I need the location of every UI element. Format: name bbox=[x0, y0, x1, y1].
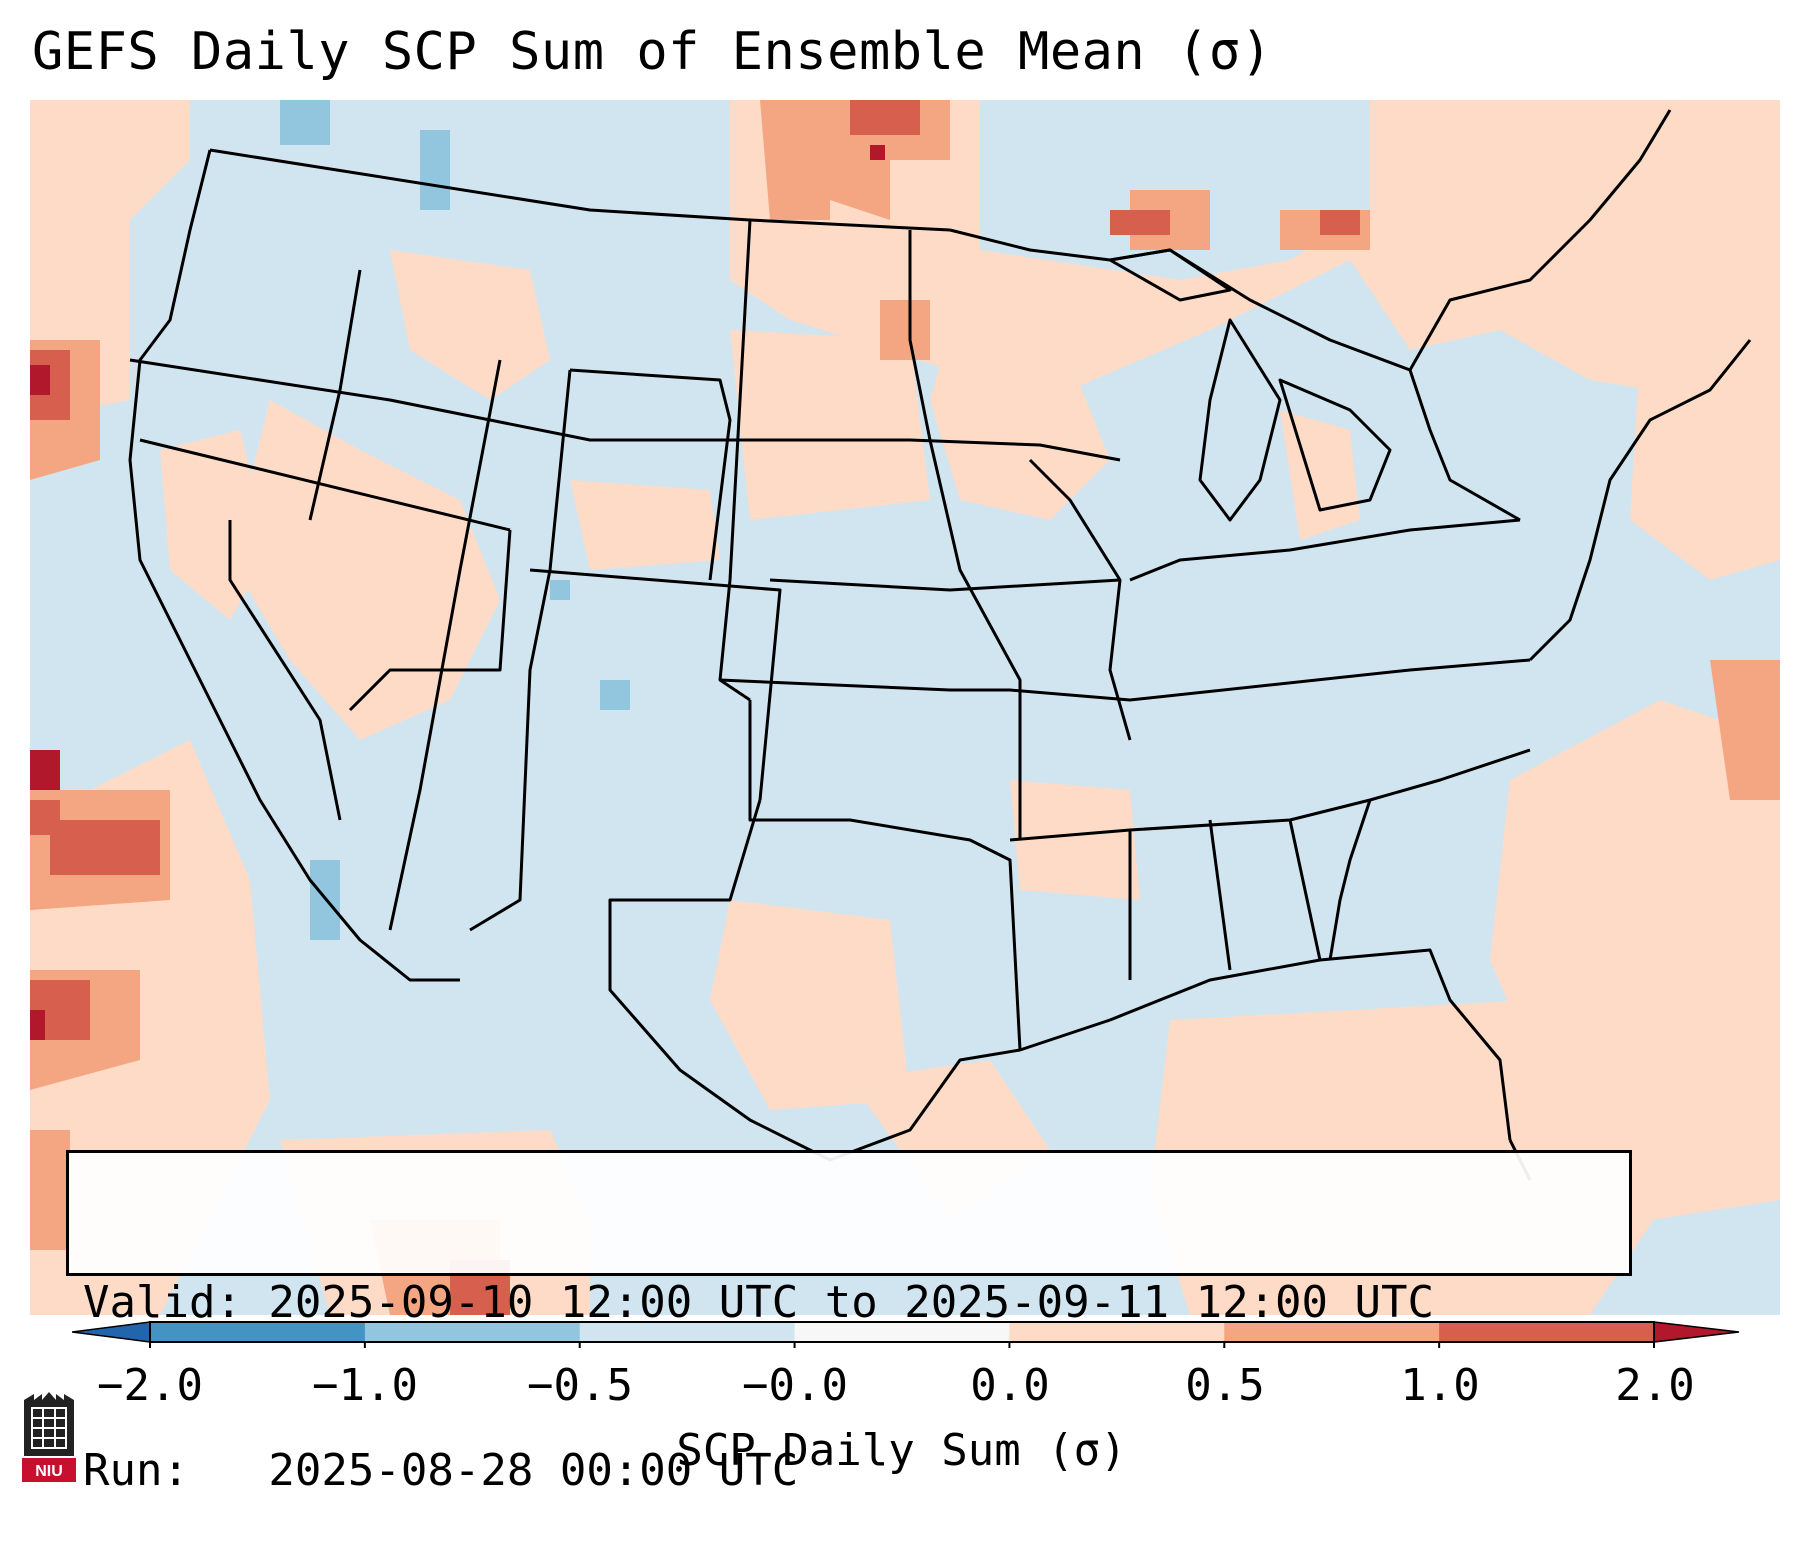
max-cell bbox=[1320, 210, 1360, 235]
canada-border-east bbox=[949, 109, 1672, 372]
georgia-border bbox=[1328, 799, 1372, 961]
southern-tier-line bbox=[1009, 748, 1531, 842]
max-cell bbox=[850, 100, 920, 135]
atlantic-coast bbox=[1528, 339, 1752, 662]
colorbar-bin bbox=[1439, 1322, 1655, 1342]
pacific-coastline bbox=[128, 149, 460, 982]
dakotas-anomaly-area bbox=[730, 330, 930, 520]
valid-line: Valid: 2025-09-10 12:00 UTC to 2025-09-1… bbox=[83, 1277, 1435, 1328]
northern-tier-border bbox=[129, 358, 1121, 462]
colorbar-bin bbox=[794, 1322, 1010, 1342]
colorbar-tick-label: 2.0 bbox=[1615, 1360, 1695, 1411]
oklahoma-texas-border bbox=[748, 700, 1022, 1051]
extreme-cell bbox=[870, 145, 885, 160]
colorado-border bbox=[529, 568, 782, 801]
valid-time-box: Valid: 2025-09-10 12:00 UTC to 2025-09-1… bbox=[66, 1150, 1632, 1496]
lake-michigan bbox=[1198, 318, 1282, 522]
colorbar-tick-label: 0.5 bbox=[1185, 1360, 1265, 1411]
niu-logo: NIU bbox=[22, 1392, 76, 1482]
colorbar-tick-label: 1.0 bbox=[1400, 1360, 1480, 1411]
dakota-west-border bbox=[718, 219, 752, 702]
negative-cell bbox=[550, 580, 570, 600]
colorbar-tick-label: −0.5 bbox=[527, 1360, 633, 1411]
extreme-cell bbox=[30, 750, 60, 790]
run-line: Run: 2025-08-28 00:00 UTC bbox=[83, 1445, 799, 1496]
alabama-border bbox=[1208, 819, 1232, 971]
colorado-arizona-border bbox=[469, 369, 572, 932]
svg-text:NIU: NIU bbox=[35, 1463, 63, 1480]
ohio-valley-line bbox=[1129, 518, 1521, 582]
iowa-illinois-line bbox=[1028, 458, 1132, 741]
max-cell bbox=[1110, 210, 1170, 235]
colorbar-bin bbox=[150, 1322, 366, 1342]
georgia-west-border bbox=[1288, 819, 1322, 961]
colorbar-bins bbox=[72, 1321, 1740, 1348]
pacific-strong-area-3 bbox=[30, 1130, 70, 1250]
lake-superior bbox=[1108, 248, 1232, 302]
canada-anomaly-area bbox=[1370, 130, 1630, 310]
idaho-anomaly-area bbox=[390, 250, 550, 400]
kansas-tennessee-border bbox=[719, 658, 1531, 702]
wyoming-border bbox=[569, 368, 732, 581]
idaho-border bbox=[308, 269, 362, 521]
colorbar-bin bbox=[364, 1322, 581, 1342]
colorbar-bin bbox=[1224, 1322, 1440, 1342]
great-lakes-line bbox=[1408, 369, 1521, 522]
minnesota-anomaly-area bbox=[930, 330, 1110, 520]
northeast-atlantic-anomaly-area bbox=[1630, 180, 1780, 580]
negative-cell bbox=[280, 100, 330, 145]
atlantic-strong-area bbox=[1710, 660, 1780, 800]
colorbar bbox=[72, 1321, 1740, 1348]
scp-field-map bbox=[30, 100, 1780, 1315]
map-panel bbox=[30, 100, 1780, 1315]
colorbar-bin bbox=[579, 1322, 796, 1342]
colorbar-tick-label: −0.0 bbox=[742, 1360, 848, 1411]
gulf-florida-coast bbox=[1109, 948, 1512, 1141]
canada-border-west bbox=[209, 148, 951, 232]
arkansas-anomaly-area bbox=[1010, 780, 1140, 900]
negative-cell bbox=[420, 130, 450, 210]
negative-cell bbox=[600, 680, 630, 710]
oregon-anomaly-area bbox=[160, 430, 270, 620]
colorbar-tick-label: −2.0 bbox=[97, 1360, 203, 1411]
atlantic-anomaly-area bbox=[1490, 700, 1780, 1220]
colorbar-tick-label: 0.0 bbox=[970, 1360, 1050, 1411]
colorbar-bin bbox=[1009, 1322, 1225, 1342]
mississippi-valley-line bbox=[908, 230, 1022, 840]
utah-nevada-border bbox=[388, 359, 502, 931]
great-basin-anomaly-area bbox=[230, 400, 500, 740]
negative-anomaly-cells bbox=[280, 100, 630, 940]
colorbar-ticks: −2.0 −1.0 −0.5 −0.0 0.0 0.5 1.0 2.0 bbox=[0, 1330, 1803, 1411]
map-title: GEFS Daily SCP Sum of Ensemble Mean (σ) bbox=[32, 22, 1273, 82]
utah-border bbox=[348, 529, 512, 712]
extreme-cell bbox=[30, 365, 50, 395]
wyoming-anomaly-area bbox=[570, 480, 720, 570]
texas-anomaly-area bbox=[710, 900, 910, 1110]
lake-huron bbox=[1278, 378, 1392, 512]
colorbar-label: SCP Daily Sum (σ) bbox=[676, 1425, 1127, 1476]
boundary-lines bbox=[128, 109, 1752, 1181]
nevada-west-border bbox=[228, 520, 342, 821]
canada-strong-area-1 bbox=[760, 100, 830, 220]
max-cell bbox=[50, 820, 160, 875]
north-dakota-strong-area bbox=[880, 300, 930, 360]
texas-gulf-coast bbox=[608, 799, 1111, 1162]
nebraska-kansas-border bbox=[769, 578, 1121, 592]
extreme-anomaly-cells bbox=[30, 145, 885, 1040]
colorbar-tick-label: −1.0 bbox=[312, 1360, 418, 1411]
extreme-cell bbox=[30, 1010, 45, 1040]
colorbar-outline bbox=[149, 1321, 1655, 1343]
oregon-nevada-border bbox=[139, 438, 511, 532]
